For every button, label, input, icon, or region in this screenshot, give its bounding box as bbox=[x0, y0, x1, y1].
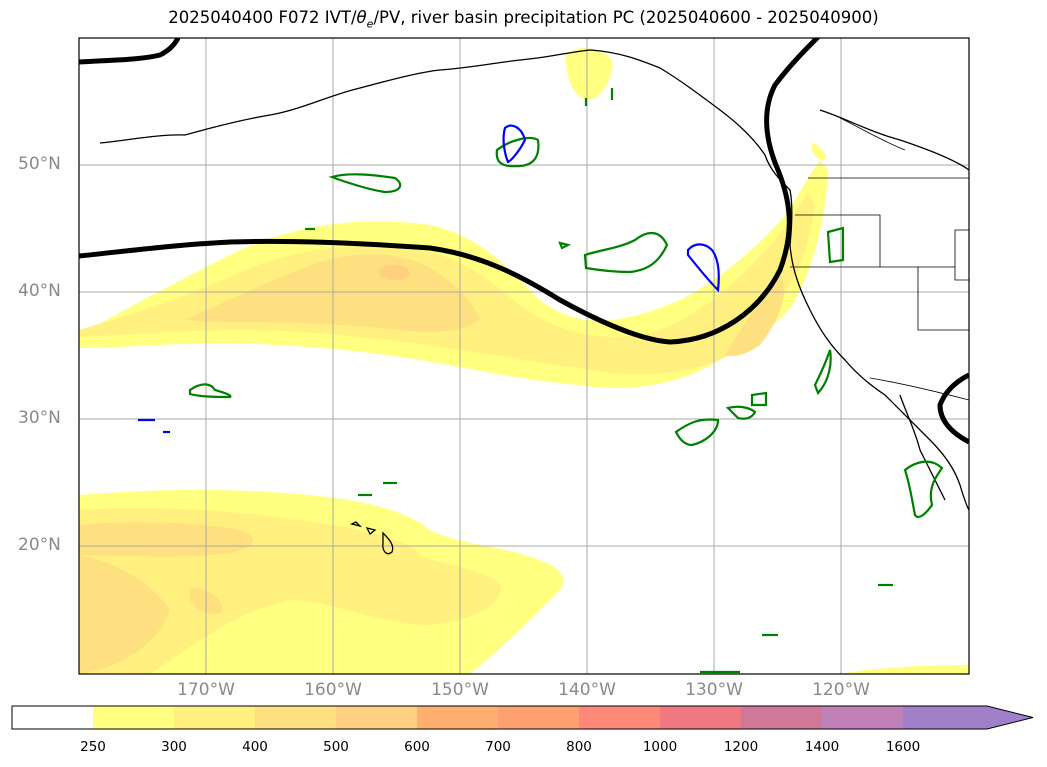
colorbar-outline bbox=[11, 705, 1034, 730]
lat-label-30n: 30°N bbox=[18, 408, 61, 428]
pv-contour-line bbox=[79, 38, 969, 445]
ivt-band-300 bbox=[79, 192, 815, 674]
colorbar-segment-8 bbox=[660, 706, 741, 729]
lon-label-160w: 160°W bbox=[304, 680, 362, 700]
colorbar-segment-2 bbox=[174, 706, 255, 729]
colorbar-segment-5 bbox=[417, 706, 498, 729]
colorbar-segment-0 bbox=[12, 706, 93, 729]
state-borders bbox=[790, 117, 969, 401]
lon-label-120w: 120°W bbox=[812, 680, 870, 700]
plot-frame bbox=[78, 37, 970, 675]
colorbar-tick-1600: 1600 bbox=[885, 739, 921, 755]
colorbar-tick-800: 800 bbox=[566, 739, 592, 755]
colorbar-tick-250: 250 bbox=[80, 739, 106, 755]
lat-label-50n: 50°N bbox=[18, 154, 61, 174]
precip-green-contours bbox=[188, 88, 944, 674]
colorbar-tick-400: 400 bbox=[242, 739, 268, 755]
colorbar-tick-1400: 1400 bbox=[804, 739, 840, 755]
colorbar-segment-10 bbox=[822, 706, 903, 729]
colorbar-tick-300: 300 bbox=[161, 739, 187, 755]
lat-label-40n: 40°N bbox=[18, 281, 61, 301]
colorbar-segment-7 bbox=[579, 706, 660, 729]
colorbar bbox=[11, 705, 1034, 730]
map-gridlines bbox=[79, 38, 969, 674]
colorbar-tick-600: 600 bbox=[404, 739, 430, 755]
colorbar-segment-9 bbox=[741, 706, 822, 729]
precip-blue-contours bbox=[138, 124, 720, 434]
colorbar-extend-arrow bbox=[903, 706, 1033, 729]
colorbar-tick-1200: 1200 bbox=[723, 739, 759, 755]
ivt-band-500 bbox=[380, 264, 410, 281]
lon-label-170w: 170°W bbox=[177, 680, 235, 700]
map-title: 2025040400 F072 IVT/θe/PV, river basin p… bbox=[168, 8, 879, 31]
colorbar-tick-1000: 1000 bbox=[642, 739, 678, 755]
lat-label-20n: 20°N bbox=[18, 535, 61, 555]
lon-label-140w: 140°W bbox=[558, 680, 616, 700]
colorbar-segment-3 bbox=[255, 706, 336, 729]
colorbar-tick-500: 500 bbox=[323, 739, 349, 755]
colorbar-tick-700: 700 bbox=[485, 739, 511, 755]
lon-label-130w: 130°W bbox=[685, 680, 743, 700]
colorbar-segment-1 bbox=[93, 706, 174, 729]
lon-label-150w: 150°W bbox=[431, 680, 489, 700]
colorbar-segment-4 bbox=[336, 706, 417, 729]
colorbar-segment-6 bbox=[498, 706, 579, 729]
coastlines bbox=[99, 49, 969, 555]
